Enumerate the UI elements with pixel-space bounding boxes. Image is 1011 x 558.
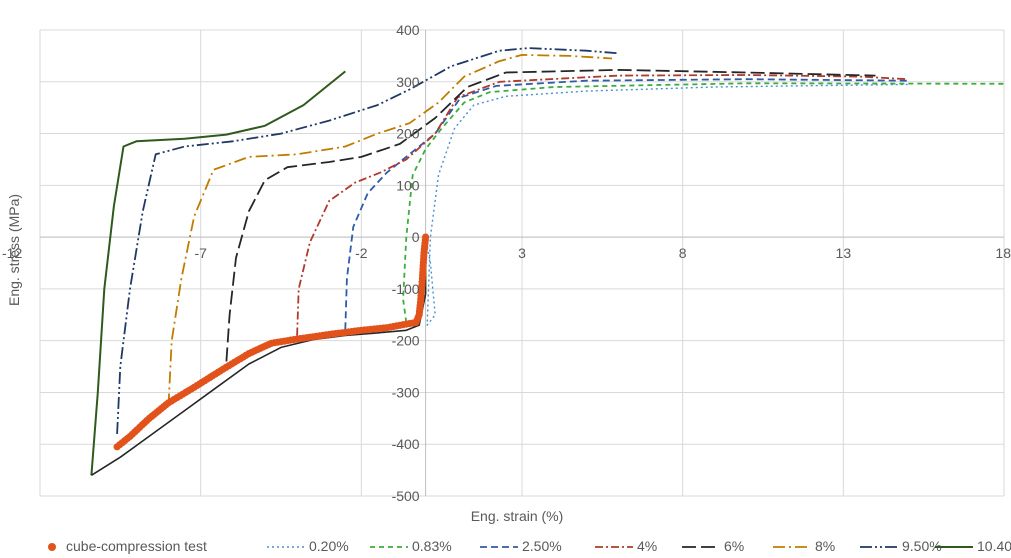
tick-labels: -12 -7 -2 3 8 13 18 -500 -400 -300 -200 -100 0 100 200…	[2, 22, 1011, 504]
envelope-line	[90, 237, 427, 476]
x-tick-label: -12	[2, 245, 22, 261]
legend-item: 8%	[773, 538, 835, 554]
legend-label: 9.50%	[902, 538, 942, 554]
x-tick-label: 18	[995, 245, 1011, 261]
legend-item: 9.50%	[860, 538, 942, 554]
y-axis-title: Eng. stress (MPa)	[6, 194, 22, 306]
y-tick-label: -300	[392, 384, 420, 400]
legend-label: 4%	[637, 538, 657, 554]
series-line	[116, 47, 619, 434]
series-line	[90, 70, 346, 476]
x-axis-title: Eng. strain (%)	[471, 508, 564, 524]
legend: cube-compression test 0.20% 0.83% 2.50% 4% 6%…	[48, 538, 1011, 554]
legend-item: 0.83%	[370, 538, 452, 554]
y-tick-label: -200	[392, 333, 420, 349]
legend-label: 2.50%	[522, 538, 562, 554]
x-tick-label: 13	[836, 245, 852, 261]
y-tick-label: -500	[392, 488, 420, 504]
y-tick-label: -100	[392, 281, 420, 297]
legend-label: 6%	[724, 538, 744, 554]
legend-label: 0.20%	[309, 538, 349, 554]
legend-label: 8%	[815, 538, 835, 554]
legend-item: cube-compression test	[48, 538, 207, 554]
legend-item: 6%	[682, 538, 744, 554]
data-point	[113, 443, 121, 451]
legend-item: 10.40%	[935, 538, 1011, 554]
series-line	[402, 82, 1005, 323]
legend-label: 10.40%	[977, 538, 1011, 554]
x-tick-label: -7	[194, 245, 207, 261]
legend-label: cube-compression test	[66, 538, 207, 554]
series-line	[296, 74, 908, 336]
legend-marker	[48, 543, 56, 551]
x-tick-label: 3	[518, 245, 526, 261]
series-line	[344, 78, 908, 330]
x-tick-label: 8	[679, 245, 687, 261]
series-line	[424, 83, 908, 326]
plot-area	[90, 47, 1005, 476]
legend-label: 0.83%	[412, 538, 452, 554]
y-tick-label: 0	[412, 229, 420, 245]
series-line	[167, 54, 613, 406]
y-tick-label: -400	[392, 436, 420, 452]
legend-item: 2.50%	[480, 538, 562, 554]
series-line	[225, 69, 876, 362]
y-tick-label: 100	[396, 177, 420, 193]
y-tick-label: 400	[396, 22, 420, 38]
legend-item: 4%	[595, 538, 657, 554]
y-tick-label: 200	[396, 126, 420, 142]
x-tick-label: -2	[355, 245, 368, 261]
y-tick-label: 300	[396, 74, 420, 90]
legend-item: 0.20%	[267, 538, 349, 554]
